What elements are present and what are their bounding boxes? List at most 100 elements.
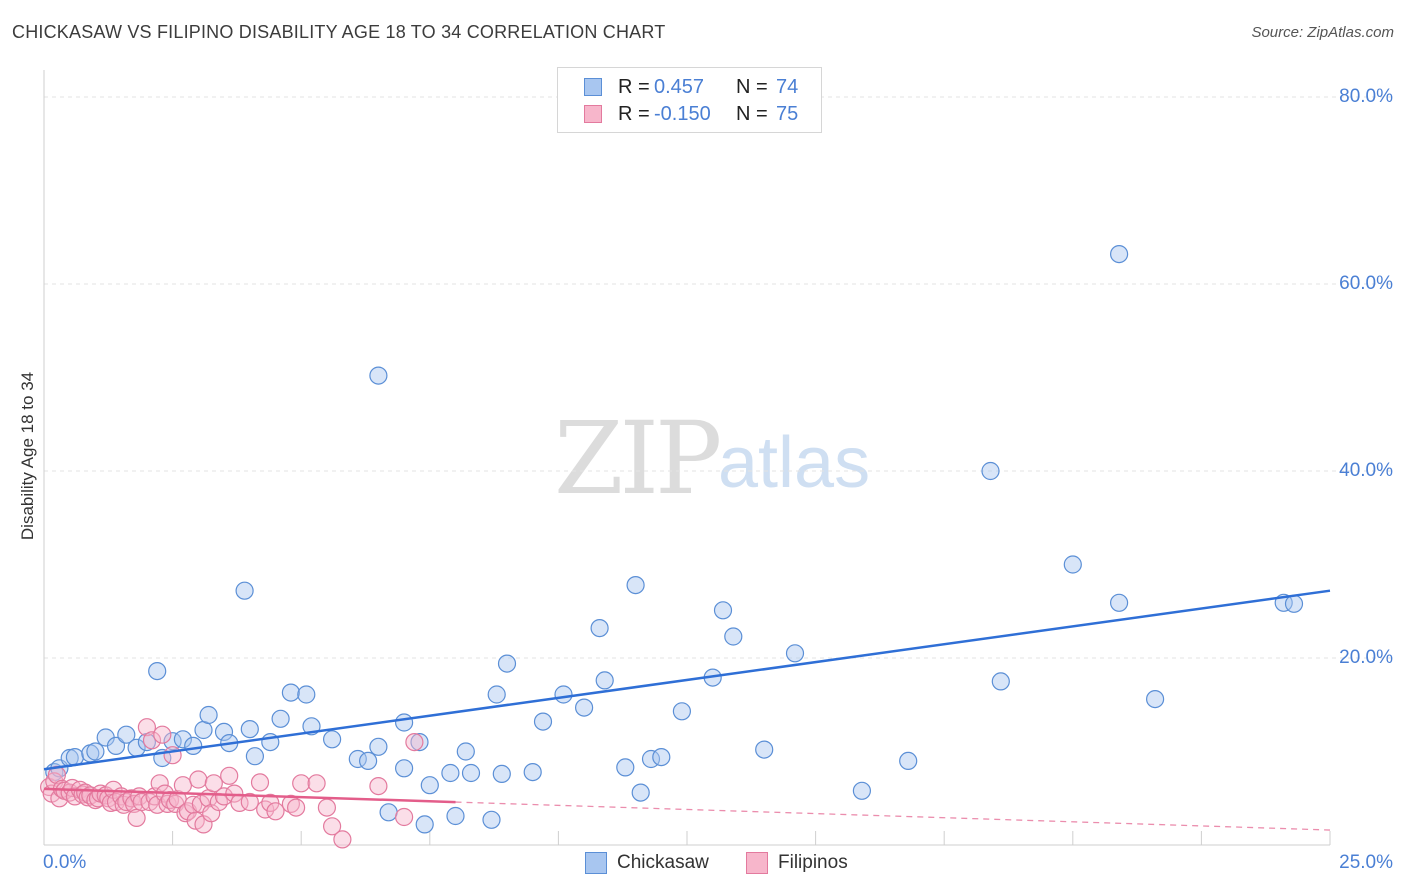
legend-row-chickasaw: R = 0.457 N = 74 xyxy=(584,75,798,99)
data-point xyxy=(323,730,342,749)
stats-legend: R = 0.457 N = 74 R = -0.150 N = 75 xyxy=(557,67,822,133)
r-value: 0.457 xyxy=(654,75,705,98)
data-point xyxy=(533,712,553,731)
chickasaw-points xyxy=(45,245,1304,834)
data-point xyxy=(713,601,733,620)
data-point xyxy=(173,776,192,795)
data-point xyxy=(461,763,481,783)
data-point xyxy=(554,685,573,704)
data-point xyxy=(852,781,872,800)
data-point xyxy=(899,751,918,771)
legend-label-filipinos: Filipinos xyxy=(778,852,848,873)
data-point xyxy=(359,751,378,771)
data-point xyxy=(317,798,336,817)
data-point xyxy=(574,698,594,717)
data-point xyxy=(184,795,203,814)
r-label: R = xyxy=(618,102,650,125)
legend-row-filipinos: R = -0.150 N = 75 xyxy=(584,102,798,126)
data-point xyxy=(1109,593,1129,612)
data-point xyxy=(163,746,182,765)
axes xyxy=(43,70,1331,846)
legend-item-filipinos[interactable]: Filipinos xyxy=(746,852,848,874)
filipinos-swatch-icon xyxy=(584,105,602,123)
data-point xyxy=(395,713,414,732)
data-point xyxy=(199,705,218,725)
watermark-atlas: atlas xyxy=(718,423,871,503)
data-point xyxy=(590,618,609,638)
n-label: N = xyxy=(736,102,768,125)
data-point xyxy=(204,774,223,793)
legend-item-chickasaw[interactable]: Chickasaw xyxy=(585,852,709,874)
data-point xyxy=(785,644,805,663)
trend-line xyxy=(43,787,456,804)
filipinos-legend-icon xyxy=(746,852,768,874)
y-tick-label: 60.0% xyxy=(1339,273,1393,294)
data-point xyxy=(626,575,645,595)
data-point xyxy=(991,672,1010,691)
y-tick-label: 20.0% xyxy=(1339,647,1393,668)
n-value: 74 xyxy=(776,75,799,98)
data-point xyxy=(616,758,635,777)
data-point xyxy=(369,366,388,385)
data-point xyxy=(1063,555,1082,574)
r-label: R = xyxy=(618,75,650,98)
data-point xyxy=(333,830,352,849)
data-point xyxy=(523,762,542,782)
data-point xyxy=(245,747,264,766)
data-point xyxy=(410,732,429,752)
data-point xyxy=(189,770,208,789)
data-point xyxy=(281,683,300,702)
data-point xyxy=(127,808,146,828)
data-point xyxy=(405,732,424,752)
chart-source: Source: ZipAtlas.com xyxy=(1251,24,1394,41)
data-point xyxy=(482,810,501,829)
data-point xyxy=(1145,689,1165,709)
data-point xyxy=(672,702,692,721)
n-value: 75 xyxy=(776,102,799,125)
data-point xyxy=(142,731,162,750)
y-tick-label: 80.0% xyxy=(1339,86,1393,107)
gridlines xyxy=(44,96,1392,659)
data-point xyxy=(214,722,234,742)
data-point xyxy=(184,736,203,756)
data-point xyxy=(240,719,259,739)
data-point xyxy=(446,806,465,826)
data-point xyxy=(297,685,316,704)
x-tick-label-max: 25.0% xyxy=(1339,852,1393,873)
data-point xyxy=(220,766,239,785)
data-point xyxy=(287,798,306,817)
data-point xyxy=(492,764,511,784)
r-value: -0.150 xyxy=(654,102,711,125)
data-point xyxy=(173,730,192,749)
chickasaw-legend-icon xyxy=(585,852,607,874)
data-point xyxy=(415,815,434,834)
watermark-zip: ZIP xyxy=(554,400,722,517)
data-point xyxy=(652,747,671,767)
data-point xyxy=(441,763,460,783)
data-point xyxy=(456,742,475,761)
data-point xyxy=(1109,245,1129,264)
data-point xyxy=(379,803,398,822)
data-point xyxy=(395,759,414,778)
data-point xyxy=(323,817,342,836)
data-point xyxy=(1284,594,1304,613)
data-point xyxy=(981,461,1000,481)
data-point xyxy=(148,661,167,681)
y-tick-label: 40.0% xyxy=(1339,460,1393,481)
data-point xyxy=(755,740,774,759)
data-point xyxy=(369,737,388,756)
x-tick-label-min: 0.0% xyxy=(43,852,87,873)
trend-line xyxy=(43,589,1331,771)
data-point xyxy=(595,671,614,690)
data-point xyxy=(214,787,234,806)
data-point xyxy=(106,736,126,756)
data-point xyxy=(395,807,414,827)
data-point xyxy=(271,709,290,728)
data-point xyxy=(153,725,172,744)
data-point xyxy=(369,776,388,796)
chickasaw-swatch-icon xyxy=(584,78,602,96)
data-point xyxy=(86,742,105,761)
y-axis-label: Disability Age 18 to 34 xyxy=(18,371,37,541)
trend-lines xyxy=(43,589,1331,831)
